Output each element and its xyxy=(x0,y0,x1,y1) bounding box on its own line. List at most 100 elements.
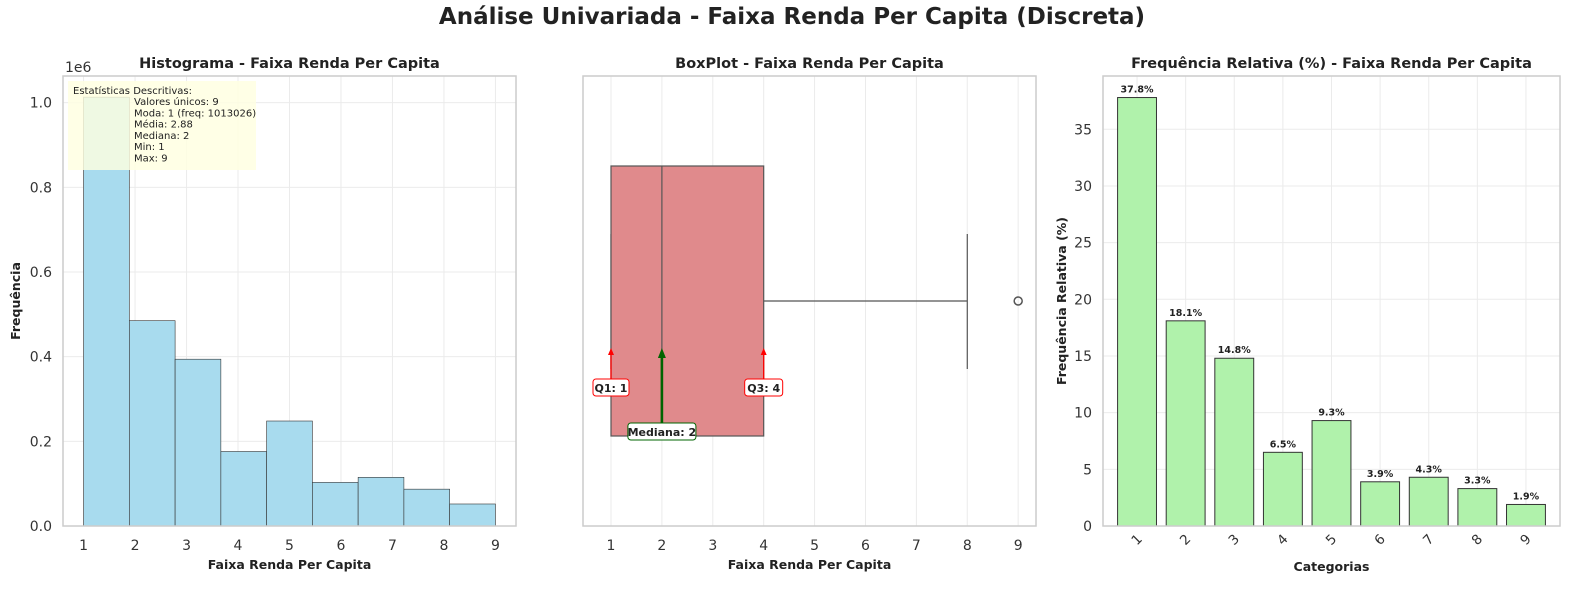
x-axis-label: Categorias xyxy=(1294,559,1370,574)
y-tick-label: 35 xyxy=(1074,122,1092,138)
x-tick-label: 7 xyxy=(388,538,397,554)
histogram-bar xyxy=(266,420,313,527)
histogram-panel: 1 2 3 4 5 6 7 8 9 0.0 0.2 0.4 0.6 0.8 1.0 1e6 Histograma… xyxy=(8,56,517,572)
frequency-bar xyxy=(1360,481,1401,527)
stats-line: Max: 9 xyxy=(134,154,168,165)
stats-line: Min: 1 xyxy=(134,142,165,153)
x-tick-label: 2 xyxy=(657,538,666,554)
histogram-bar xyxy=(129,320,176,527)
y-tick-label: 0.6 xyxy=(30,265,52,281)
chart-title: Frequência Relativa (%) - Faixa Renda Pe… xyxy=(1131,56,1532,72)
boxplot-panel: 1 2 3 4 5 6 7 8 9 Q1: 1 Q3: 4 Mediana: 2 BoxPlot - F… xyxy=(582,56,1037,572)
x-tick-label: 5 xyxy=(1323,531,1340,548)
x-tick-label: 1 xyxy=(79,538,88,554)
bar-value-label: 1.9% xyxy=(1513,491,1540,502)
y-tick-label: 0.0 xyxy=(30,519,52,535)
iqr-box xyxy=(610,165,765,437)
y-tick-label: 1.0 xyxy=(30,96,52,112)
x-axis-label: Faixa Renda Per Capita xyxy=(208,557,372,572)
stats-line: Valores únicos: 9 xyxy=(134,96,219,108)
y-tick-label: 30 xyxy=(1074,179,1092,195)
x-tick-label: 1 xyxy=(1128,531,1145,548)
q1-label: Q1: 1 xyxy=(595,382,628,395)
histogram-bar xyxy=(357,477,405,527)
axes-frame xyxy=(1102,75,1561,527)
stats-title: Estatísticas Descritivas: xyxy=(73,85,192,97)
x-tick-label: 9 xyxy=(491,538,500,554)
y-scale-label: 1e6 xyxy=(65,60,92,76)
frequency-bar xyxy=(1408,476,1449,527)
frequency-bar xyxy=(1262,451,1303,527)
x-tick-label: 7 xyxy=(912,538,921,554)
axes-frame xyxy=(582,75,1037,527)
y-tick-label: 0.8 xyxy=(30,180,52,196)
q3-label: Q3: 4 xyxy=(747,382,780,395)
y-axis-label: Frequência Relativa (%) xyxy=(1054,217,1069,385)
x-tick-label: 3 xyxy=(708,538,717,554)
q3-arrowhead xyxy=(760,348,767,355)
chart-title: Histograma - Faixa Renda Per Capita xyxy=(139,56,440,72)
y-tick-label: 25 xyxy=(1074,236,1092,252)
y-tick-label: 15 xyxy=(1074,349,1092,365)
x-tick-label: 1 xyxy=(607,538,616,554)
histogram-bar xyxy=(449,503,496,527)
y-axis-label: Frequência xyxy=(8,262,23,340)
histogram-bar xyxy=(403,488,450,527)
x-tick-label: 4 xyxy=(1274,531,1291,548)
x-tick-label: 4 xyxy=(759,538,768,554)
q1-arrowhead xyxy=(607,348,614,355)
relative-frequency-panel: 0 5 10 15 20 25 30 35 37.8% 1 18.1% 2 14.8% 3 6.5% 4 9.3… xyxy=(1054,56,1561,574)
x-tick-label: 5 xyxy=(285,538,294,554)
bar-value-label: 6.5% xyxy=(1270,439,1297,450)
x-tick-label: 9 xyxy=(1014,538,1023,554)
x-tick-label: 6 xyxy=(861,538,870,554)
stats-line: Média: 2.88 xyxy=(134,119,193,131)
frequency-bar xyxy=(1165,320,1206,527)
q1-label-box xyxy=(592,378,630,397)
frequency-bar xyxy=(1311,420,1352,527)
y-tick-label: 0.2 xyxy=(30,434,52,450)
median-label: Mediana: 2 xyxy=(628,426,697,439)
x-tick-label: 7 xyxy=(1420,531,1437,548)
stats-line: Mediana: 2 xyxy=(134,131,189,142)
x-tick-label: 5 xyxy=(810,538,819,554)
histogram-bar xyxy=(174,358,222,527)
frequency-bar xyxy=(1214,357,1255,527)
x-tick-label: 8 xyxy=(439,538,448,554)
histogram-bar xyxy=(220,451,267,527)
bar-value-label: 9.3% xyxy=(1318,408,1345,419)
outlier-point xyxy=(1013,296,1023,306)
stats-line: Moda: 1 (freq: 1013026) xyxy=(134,108,256,119)
y-tick-label: 0 xyxy=(1083,519,1092,535)
x-tick-label: 9 xyxy=(1517,531,1534,548)
bar-value-label: 37.8% xyxy=(1121,85,1154,96)
bar-value-label: 18.1% xyxy=(1169,308,1202,319)
y-tick-label: 20 xyxy=(1074,292,1092,308)
x-tick-label: 3 xyxy=(1226,531,1243,548)
y-tick-label: 0.4 xyxy=(30,350,52,366)
bar-value-label: 14.8% xyxy=(1218,345,1251,356)
frequency-bar xyxy=(1117,97,1157,527)
x-tick-label: 8 xyxy=(963,538,972,554)
x-tick-label: 2 xyxy=(1177,531,1194,548)
frequency-bar xyxy=(1457,488,1498,527)
bar-value-label: 4.3% xyxy=(1416,464,1443,475)
bar-value-label: 3.9% xyxy=(1367,469,1394,480)
x-tick-label: 4 xyxy=(234,538,243,554)
y-tick-label: 10 xyxy=(1074,406,1092,422)
q3-label-box xyxy=(744,378,784,397)
figure-title: Análise Univariada - Faixa Renda Per Cap… xyxy=(438,4,1146,30)
stats-box xyxy=(68,81,256,170)
y-tick-label: 5 xyxy=(1083,462,1092,478)
x-axis-label: Faixa Renda Per Capita xyxy=(728,557,892,572)
x-tick-label: 8 xyxy=(1469,531,1486,548)
median-arrowhead xyxy=(657,348,666,358)
axes-frame xyxy=(62,75,517,527)
frequency-bar xyxy=(1506,503,1546,527)
histogram-bar xyxy=(312,482,359,527)
chart-title: BoxPlot - Faixa Renda Per Capita xyxy=(675,56,944,72)
bar-value-label: 3.3% xyxy=(1464,476,1491,487)
x-tick-label: 3 xyxy=(182,538,191,554)
median-label-box xyxy=(627,422,697,441)
